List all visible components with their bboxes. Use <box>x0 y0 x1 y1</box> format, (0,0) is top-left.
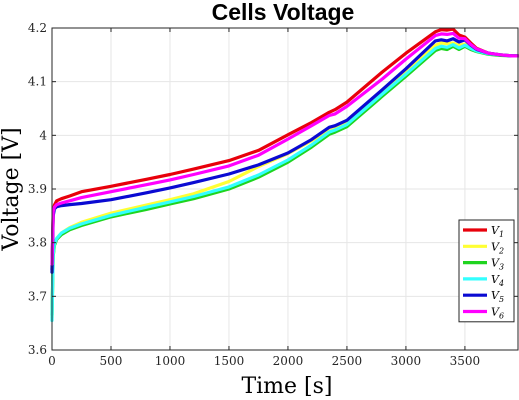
tick-labels: 0 500 1000 1500 2000 2500 3000 3500 3.6 3.7 3.8 3.9… <box>28 21 480 368</box>
x-tick-label: 500 <box>100 354 123 368</box>
series-line-3 <box>50 44 519 317</box>
y-axis-label: Voltage [V] <box>0 127 24 251</box>
y-tick-label: 4.2 <box>28 21 47 35</box>
legend-box <box>458 219 515 323</box>
y-tick-label: 3.8 <box>28 236 47 250</box>
x-tick-label: 1000 <box>155 354 186 368</box>
x-tick-label: 2000 <box>273 354 304 368</box>
axes <box>51 27 519 351</box>
legend-label-2: V2 <box>491 240 504 255</box>
legend-label-1: V1 <box>491 224 504 239</box>
series-line-6 <box>50 31 519 266</box>
x-tick-label: 2500 <box>332 354 363 368</box>
y-tick-label: 3.7 <box>28 289 47 303</box>
y-tick-label: 3.9 <box>28 182 47 196</box>
plot-lines <box>50 27 519 323</box>
series-line-1 <box>50 27 519 272</box>
legend-label-3: V3 <box>491 257 504 272</box>
x-tick-label: 3500 <box>450 354 481 368</box>
chart-title: Cells Voltage <box>212 0 355 25</box>
series-line-5 <box>50 37 519 274</box>
x-tick-label: 3000 <box>391 354 422 368</box>
series-line-4 <box>50 42 519 323</box>
legend-label-5: V5 <box>491 289 504 304</box>
series-line-2 <box>50 41 519 320</box>
legend-label-4: V4 <box>491 273 504 288</box>
legend-label-6: V6 <box>491 306 504 321</box>
x-tick-label: 0 <box>48 354 56 368</box>
y-tick-label: 4.1 <box>28 75 47 89</box>
x-axis-label: Time [s] <box>241 374 332 399</box>
x-tick-label: 1500 <box>214 354 245 368</box>
y-tick-label: 4 <box>39 128 47 142</box>
y-tick-label: 3.6 <box>28 343 47 357</box>
